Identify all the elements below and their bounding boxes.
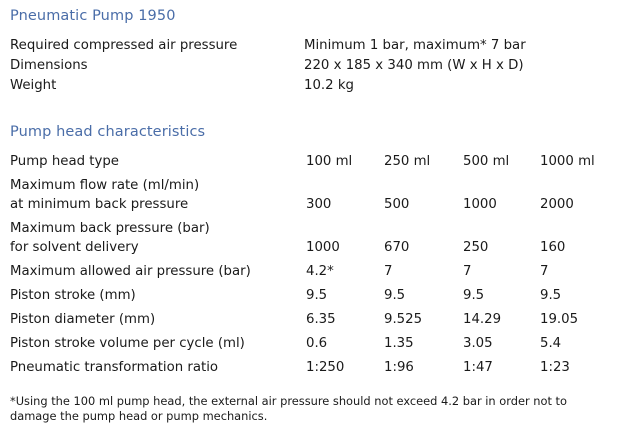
table-row-label: Piston diameter (mm) [10, 312, 156, 327]
table-row-label: Piston stroke (mm) [10, 288, 136, 303]
table-row-label: Pneumatic transformation ratio [10, 360, 219, 375]
table-cell: 1:23 [540, 360, 570, 375]
table-cell: 300 [306, 197, 332, 212]
spec-value: 220 x 185 x 340 mm (W x H x D) [304, 58, 524, 73]
table-cell: 7 [463, 264, 472, 279]
table-cell: 9.5 [463, 288, 485, 303]
table-cell: 250 [463, 240, 489, 255]
table-cell: 100 ml [306, 154, 353, 169]
table-cell: 670 [384, 240, 410, 255]
table-cell: 9.525 [384, 312, 423, 327]
spec-row-dimensions: Dimensions 220 x 185 x 340 mm (W x H x D… [10, 58, 610, 76]
spec-row-air-pressure: Required compressed air pressure Minimum… [10, 38, 610, 56]
table-cell: 6.35 [306, 312, 336, 327]
table-cell: 0.6 [306, 336, 328, 351]
table-cell: 1:47 [463, 360, 493, 375]
table-row-label: Pump head type [10, 154, 119, 169]
table-cell: 14.29 [463, 312, 502, 327]
table-row-label: Maximum back pressure (bar) [10, 221, 210, 236]
footnote: *Using the 100 ml pump head, the externa… [10, 394, 567, 423]
spec-row-weight: Weight 10.2 kg [10, 78, 610, 96]
table-cell: 4.2* [306, 264, 334, 279]
table-cell: 5.4 [540, 336, 562, 351]
table-cell: 1.35 [384, 336, 414, 351]
product-title: Pneumatic Pump 1950 [10, 8, 176, 24]
spec-label: Required compressed air pressure [10, 38, 238, 53]
table-cell: 160 [540, 240, 566, 255]
table-row-label: for solvent delivery [10, 240, 139, 255]
table-cell: 7 [540, 264, 549, 279]
table-cell: 1000 ml [540, 154, 595, 169]
table-cell: 500 ml [463, 154, 510, 169]
table-cell: 9.5 [306, 288, 328, 303]
spec-label: Dimensions [10, 58, 88, 73]
table-cell: 3.05 [463, 336, 493, 351]
table-row-label: Maximum flow rate (ml/min) [10, 178, 200, 193]
spec-value: 10.2 kg [304, 78, 354, 93]
table-cell: 500 [384, 197, 410, 212]
table-cell: 19.05 [540, 312, 579, 327]
table-cell: 7 [384, 264, 393, 279]
table-row-label: at minimum back pressure [10, 197, 189, 212]
spec-value: Minimum 1 bar, maximum* 7 bar [304, 38, 526, 53]
table-cell: 1000 [306, 240, 340, 255]
table-row-label: Maximum allowed air pressure (bar) [10, 264, 251, 279]
table-cell: 2000 [540, 197, 574, 212]
table-cell: 1000 [463, 197, 497, 212]
table-cell: 9.5 [540, 288, 562, 303]
table-cell: 1:250 [306, 360, 345, 375]
table-cell: 250 ml [384, 154, 431, 169]
table-cell: 1:96 [384, 360, 414, 375]
spec-label: Weight [10, 78, 57, 93]
table-cell: 9.5 [384, 288, 406, 303]
table-row-label: Piston stroke volume per cycle (ml) [10, 336, 245, 351]
pump-head-title: Pump head characteristics [10, 124, 206, 140]
